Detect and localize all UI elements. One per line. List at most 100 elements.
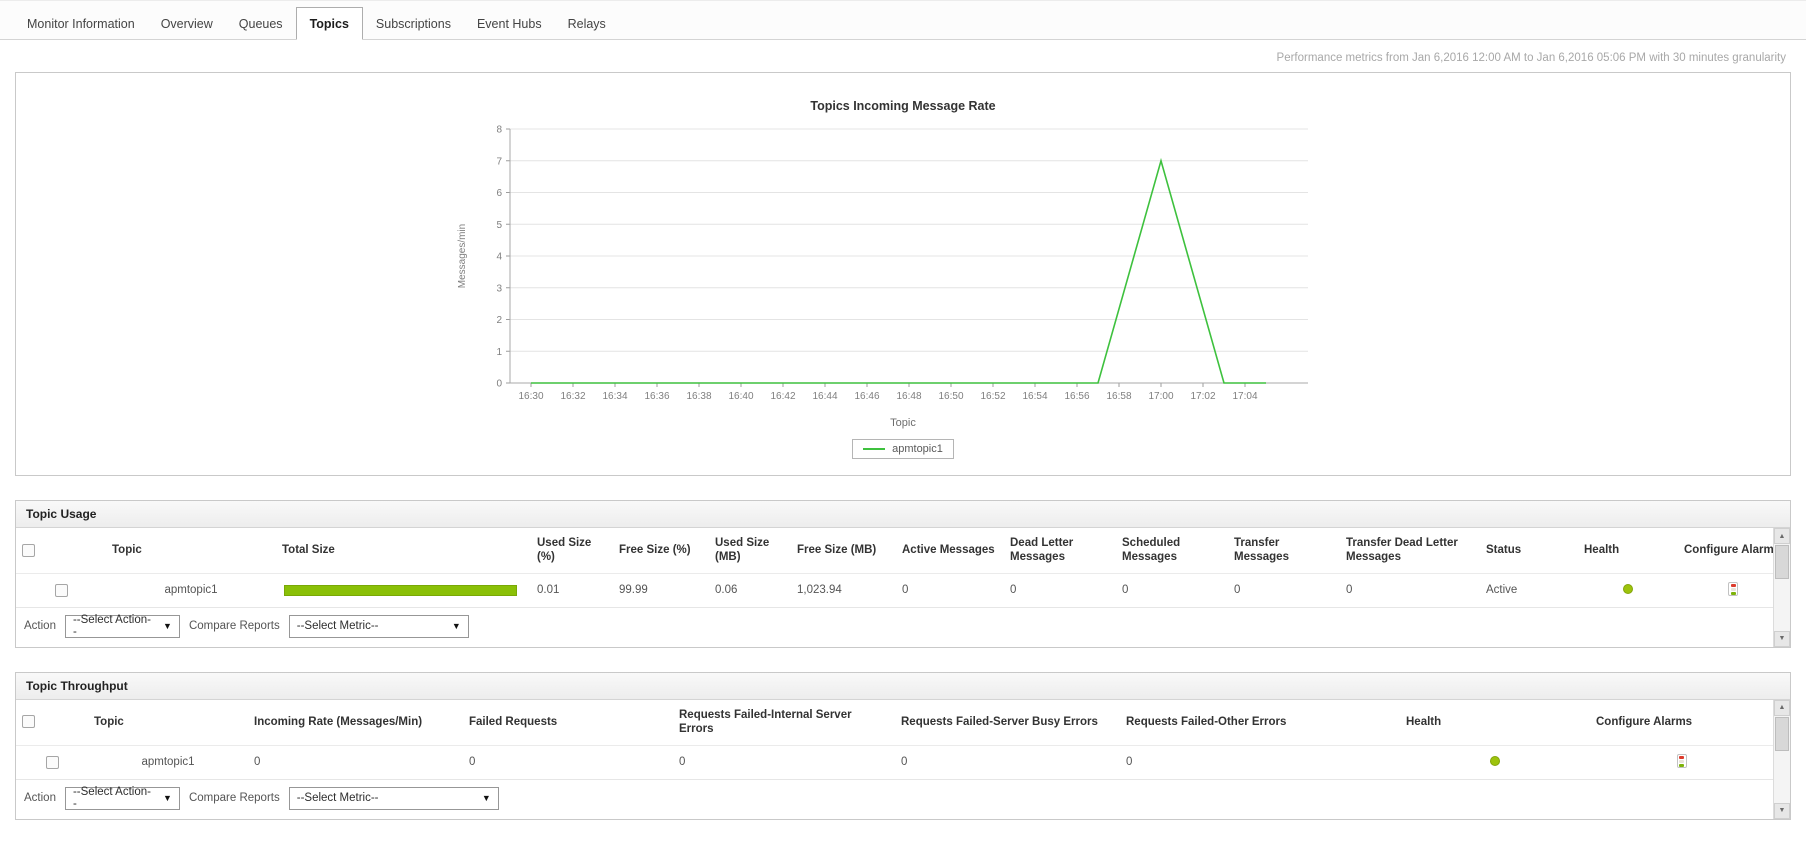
chevron-down-icon: ▼ xyxy=(163,793,172,803)
svg-text:7: 7 xyxy=(496,156,502,167)
usage-header-row: Topic Total Size Used Size (%) Free Size… xyxy=(16,528,1788,573)
svg-text:4: 4 xyxy=(496,252,502,263)
performance-metrics-note: Performance metrics from Jan 6,2016 12:0… xyxy=(1276,52,1786,64)
topic-throughput-title: Topic Throughput xyxy=(16,672,1790,700)
failed-requests-value: 0 xyxy=(469,756,476,768)
column-header-topic: Topic xyxy=(112,544,142,557)
tab-topics[interactable]: Topics xyxy=(295,7,363,40)
action-select-value: --Select Action-- xyxy=(72,614,151,639)
svg-text:2: 2 xyxy=(496,315,502,326)
scroll-down-button[interactable]: ▼ xyxy=(1774,630,1790,647)
scroll-down-button[interactable]: ▼ xyxy=(1774,802,1790,819)
tab-queues[interactable]: Queues xyxy=(238,17,283,31)
topic-throughput-panel: Topic Throughput Topic Incoming Rate (Me… xyxy=(15,671,1791,820)
svg-text:16:52: 16:52 xyxy=(980,391,1005,402)
table-row: apmtopic1 0 0 0 0 0 xyxy=(16,745,1773,779)
svg-text:16:32: 16:32 xyxy=(560,391,585,402)
used-size-pct-value: 0.01 xyxy=(537,584,560,597)
chart-legend-row: apmtopic1 xyxy=(16,439,1790,459)
svg-text:16:46: 16:46 xyxy=(854,391,879,402)
column-header-transfer-messages: Transfer Messages xyxy=(1234,537,1289,564)
svg-text:17:04: 17:04 xyxy=(1232,391,1257,402)
compare-reports-select-value: --Select Metric-- xyxy=(296,620,379,633)
tab-relays[interactable]: Relays xyxy=(567,17,606,31)
svg-text:8: 8 xyxy=(496,125,502,136)
svg-text:17:02: 17:02 xyxy=(1190,391,1215,402)
vertical-scrollbar[interactable]: ▲ ▼ xyxy=(1773,699,1790,819)
svg-text:16:34: 16:34 xyxy=(602,391,627,402)
svg-text:16:42: 16:42 xyxy=(770,391,795,402)
other-errors-value: 0 xyxy=(1126,756,1133,768)
topic-usage-table: Topic Total Size Used Size (%) Free Size… xyxy=(16,528,1788,607)
topic-usage-title: Topic Usage xyxy=(16,501,1790,528)
total-size-bar xyxy=(284,584,518,596)
compare-reports-select-value: --Select Metric-- xyxy=(296,792,379,804)
compare-reports-select[interactable]: --Select Metric-- ▼ xyxy=(288,614,469,638)
action-select[interactable]: --Select Action-- ▼ xyxy=(64,786,180,810)
scroll-up-button[interactable]: ▲ xyxy=(1774,528,1790,544)
chart-svg: 0 1 2 3 4 5 6 7 8 16:30 16:32 16:34 16:36 16:38 16:40 1… xyxy=(457,125,1308,402)
column-header-configure-alarms: Configure Alarms xyxy=(1684,544,1781,557)
tab-overview[interactable]: Overview xyxy=(160,17,213,31)
scroll-up-button[interactable]: ▲ xyxy=(1774,699,1790,716)
vertical-scrollbar[interactable]: ▲ ▼ xyxy=(1773,528,1790,647)
svg-text:5: 5 xyxy=(496,220,502,231)
svg-text:16:40: 16:40 xyxy=(728,391,753,402)
chevron-down-icon: ▼ xyxy=(481,793,491,803)
scrollbar-thumb[interactable] xyxy=(1775,545,1789,579)
tab-monitor-information[interactable]: Monitor Information xyxy=(27,17,135,31)
chevron-down-icon: ▼ xyxy=(451,621,461,632)
row-checkbox[interactable] xyxy=(54,583,68,597)
action-select[interactable]: --Select Action-- ▼ xyxy=(64,614,180,639)
column-header-server-busy-errors: Requests Failed-Server Busy Errors xyxy=(901,715,1098,728)
svg-text:16:44: 16:44 xyxy=(812,391,837,402)
svg-text:16:30: 16:30 xyxy=(518,391,543,402)
transfer-messages-value: 0 xyxy=(1234,584,1241,597)
column-header-failed-requests: Failed Requests xyxy=(469,715,558,728)
scrollbar-thumb[interactable] xyxy=(1775,716,1789,751)
status-value: Active xyxy=(1486,584,1518,597)
topic-usage-panel: Topic Usage Topic Total S xyxy=(15,500,1791,648)
chart-title: Topics Incoming Message Rate xyxy=(810,99,996,113)
dead-letter-messages-value: 0 xyxy=(1010,584,1017,597)
column-header-topic: Topic xyxy=(94,715,124,728)
row-checkbox[interactable] xyxy=(45,755,59,769)
chart-panel: Topics Incoming Message Rate 0 1 2 3 4 5 6 7 8 16… xyxy=(15,72,1791,476)
column-header-transfer-dead-letter-messages: Transfer Dead Letter Messages xyxy=(1346,537,1458,564)
action-label: Action xyxy=(24,620,56,633)
internal-server-errors-value: 0 xyxy=(679,756,686,768)
column-header-incoming-rate: Incoming Rate (Messages/Min) xyxy=(254,715,423,728)
server-busy-errors-value: 0 xyxy=(901,756,908,768)
active-messages-value: 0 xyxy=(902,584,909,597)
action-select-value: --Select Action-- xyxy=(72,786,151,810)
topic-throughput-table: Topic Incoming Rate (Messages/Min) Faile… xyxy=(16,700,1773,779)
svg-text:16:36: 16:36 xyxy=(644,391,669,402)
topic-name: apmtopic1 xyxy=(164,584,218,597)
column-header-health: Health xyxy=(1584,544,1620,557)
column-header-other-errors: Requests Failed-Other Errors xyxy=(1126,715,1287,728)
page: Monitor Information Overview Queues Topi… xyxy=(0,0,1806,820)
select-all-checkbox[interactable] xyxy=(22,715,35,729)
compare-reports-label: Compare Reports xyxy=(188,792,280,804)
compare-reports-select[interactable]: --Select Metric-- ▼ xyxy=(288,786,499,810)
tab-event-hubs[interactable]: Event Hubs xyxy=(476,17,542,31)
scrollbar-track[interactable] xyxy=(1774,544,1790,631)
column-header-free-size-mb: Free Size (MB) xyxy=(797,544,877,557)
column-header-active-messages: Active Messages xyxy=(902,544,995,557)
tab-subscriptions[interactable]: Subscriptions xyxy=(375,17,451,31)
column-header-health: Health xyxy=(1406,715,1442,728)
svg-text:16:38: 16:38 xyxy=(686,391,711,402)
scheduled-messages-value: 0 xyxy=(1122,584,1129,597)
column-header-used-size-pct: Used Size (%) xyxy=(537,537,592,564)
transfer-dead-letter-messages-value: 0 xyxy=(1346,584,1353,597)
throughput-action-row: Action --Select Action-- ▼ Compare Repor… xyxy=(16,778,1773,819)
configure-alarms-icon[interactable] xyxy=(1676,753,1687,768)
health-indicator xyxy=(1490,755,1500,766)
svg-text:16:50: 16:50 xyxy=(938,391,963,402)
select-all-checkbox[interactable] xyxy=(22,543,35,557)
compare-reports-label: Compare Reports xyxy=(188,620,280,633)
scrollbar-track[interactable] xyxy=(1774,716,1790,803)
legend-series-label: apmtopic1 xyxy=(892,443,943,455)
free-size-pct-value: 99.99 xyxy=(619,584,648,597)
configure-alarms-icon[interactable] xyxy=(1728,581,1738,596)
